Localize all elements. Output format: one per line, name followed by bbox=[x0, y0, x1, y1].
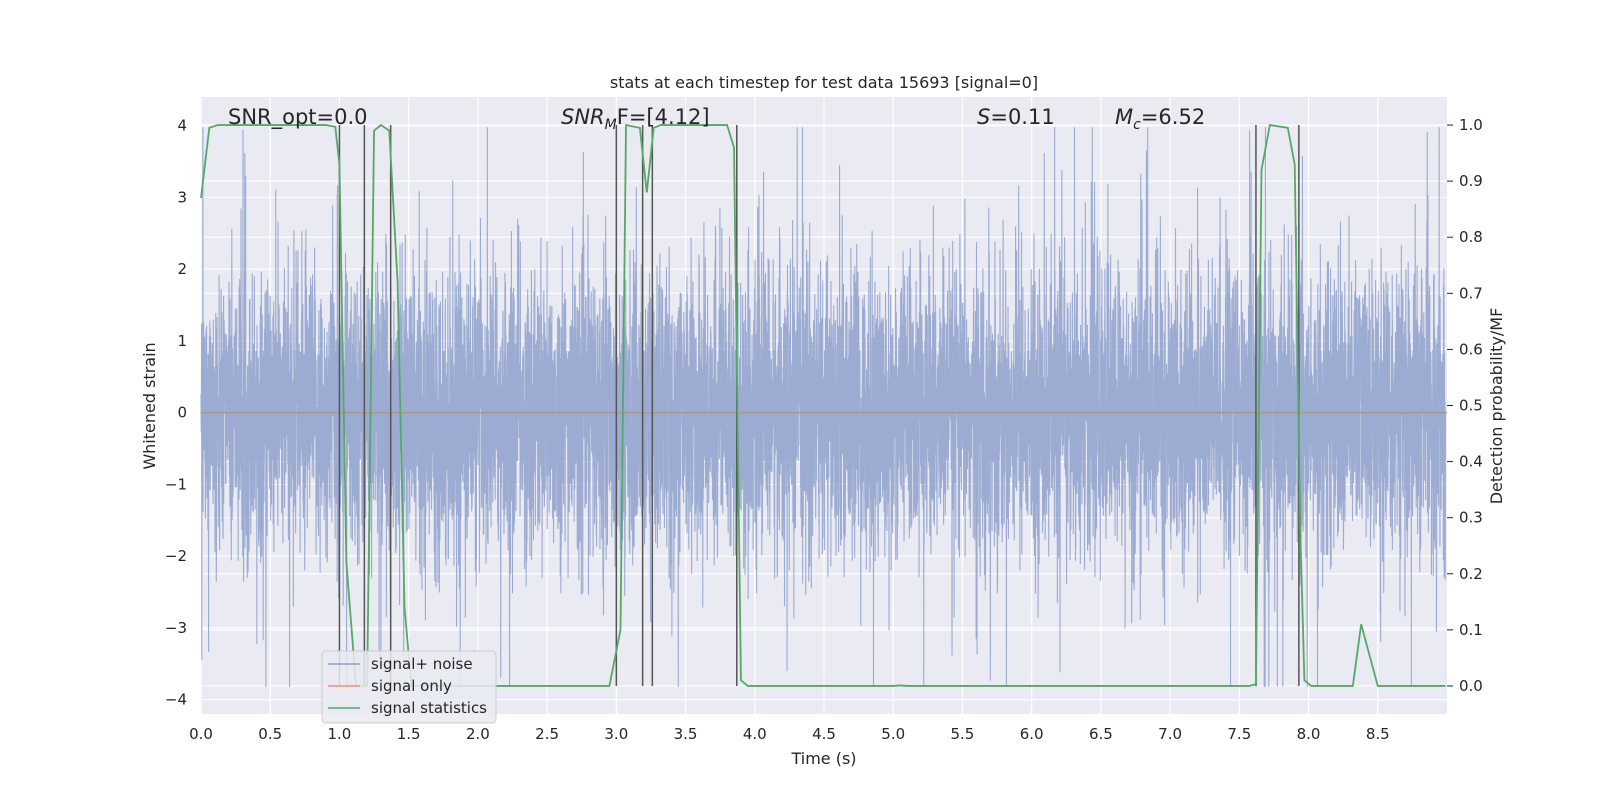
legend-label-signal-noise: signal+ noise bbox=[371, 655, 473, 673]
noise-trace bbox=[200, 127, 1447, 687]
y-left-tick-label-3: −1 bbox=[165, 475, 187, 493]
x-tick-labels: 0.0 0.5 1.0 1.5 2.0 2.5 3.0 3.5 4.0 4.5 5.0 5.5 6.0 6… bbox=[189, 725, 1390, 743]
legend-box bbox=[321, 650, 497, 724]
x-tick-label-17: 8.5 bbox=[1366, 725, 1390, 743]
y-right-axis-label: Detection probability/MF bbox=[1487, 308, 1506, 505]
y-right-tick-label-10: 1.0 bbox=[1459, 116, 1483, 134]
y-right-tick-label-6: 0.6 bbox=[1459, 340, 1483, 358]
annotation-mc-rest: =6.52 bbox=[1141, 105, 1205, 129]
y-right-tick-label-5: 0.5 bbox=[1459, 397, 1483, 415]
x-tick-label-0: 0.0 bbox=[189, 725, 213, 743]
y-left-tick-label-1: −3 bbox=[165, 619, 187, 637]
annotation-snr-opt: SNR_opt=0.0 bbox=[228, 105, 368, 130]
x-tick-label-5: 2.5 bbox=[535, 725, 559, 743]
legend: signal+ noise signal only signal statist… bbox=[321, 650, 497, 724]
x-tick-label-9: 4.5 bbox=[812, 725, 836, 743]
legend-label-signal-only: signal only bbox=[371, 677, 452, 695]
x-tick-label-6: 3.0 bbox=[604, 725, 628, 743]
chart-title: stats at each timestep for test data 156… bbox=[610, 73, 1038, 92]
x-tick-label-3: 1.5 bbox=[397, 725, 421, 743]
y-right-tick-label-2: 0.2 bbox=[1459, 565, 1483, 583]
x-tick-label-7: 3.5 bbox=[674, 725, 698, 743]
annotation-mc-sub: c bbox=[1133, 117, 1141, 133]
annotation-mc-main: M bbox=[1115, 105, 1133, 129]
x-tick-label-10: 5.0 bbox=[881, 725, 905, 743]
x-tick-label-13: 6.5 bbox=[1089, 725, 1113, 743]
y-left-tick-label-7: 3 bbox=[177, 188, 187, 206]
x-tick-label-11: 5.5 bbox=[951, 725, 975, 743]
annotation-s-rest: =0.11 bbox=[990, 105, 1054, 129]
x-tick-label-8: 4.0 bbox=[743, 725, 767, 743]
annotation-mc: Mc=6.52 bbox=[1115, 105, 1205, 133]
annotation-snr-mf-rest: F=[4.12] bbox=[617, 105, 710, 129]
y-left-tick-label-4: 0 bbox=[177, 404, 187, 422]
x-tick-label-15: 7.5 bbox=[1227, 725, 1251, 743]
x-axis-label: Time (s) bbox=[790, 749, 856, 768]
y-right-tick-label-7: 0.7 bbox=[1459, 284, 1483, 302]
y-right-tick-label-0: 0.0 bbox=[1459, 677, 1483, 695]
y-right-tick-label-9: 0.9 bbox=[1459, 172, 1483, 190]
annotation-s-main: S bbox=[977, 105, 990, 129]
legend-label-signal-statistics: signal statistics bbox=[371, 699, 487, 717]
y-left-tick-label-8: 4 bbox=[177, 117, 187, 135]
annotation-s: S=0.11 bbox=[977, 105, 1055, 129]
y-left-axis-label: Whitened strain bbox=[140, 342, 159, 469]
y-right-tick-label-1: 0.1 bbox=[1459, 621, 1483, 639]
x-tick-label-12: 6.0 bbox=[1020, 725, 1044, 743]
annotation-snr-mf-sub: M bbox=[605, 117, 617, 133]
x-tick-label-1: 0.5 bbox=[258, 725, 282, 743]
y-left-tick-label-0: −4 bbox=[165, 691, 187, 709]
y-right-tick-labels: 0.0 0.1 0.2 0.3 0.4 0.5 0.6 0.7 0.8 0.9 1.0 bbox=[1447, 116, 1483, 695]
y-left-tick-labels: −4 −3 −2 −1 0 1 2 3 4 bbox=[165, 117, 187, 709]
x-tick-label-2: 1.0 bbox=[328, 725, 352, 743]
x-tick-label-14: 7.0 bbox=[1158, 725, 1182, 743]
x-tick-label-16: 8.0 bbox=[1297, 725, 1321, 743]
annotation-snr-mf: SNRMF=[4.12] bbox=[561, 105, 710, 133]
y-right-tick-label-3: 0.3 bbox=[1459, 509, 1483, 527]
y-left-tick-label-6: 2 bbox=[177, 260, 187, 278]
series-signal-noise bbox=[200, 127, 1447, 687]
x-tick-label-4: 2.0 bbox=[466, 725, 490, 743]
y-left-tick-label-2: −2 bbox=[165, 547, 187, 565]
y-right-tick-label-4: 0.4 bbox=[1459, 453, 1483, 471]
y-left-tick-label-5: 1 bbox=[177, 332, 187, 350]
y-right-tick-label-8: 0.8 bbox=[1459, 228, 1483, 246]
annotation-snr-mf-main: SNR bbox=[561, 105, 605, 129]
